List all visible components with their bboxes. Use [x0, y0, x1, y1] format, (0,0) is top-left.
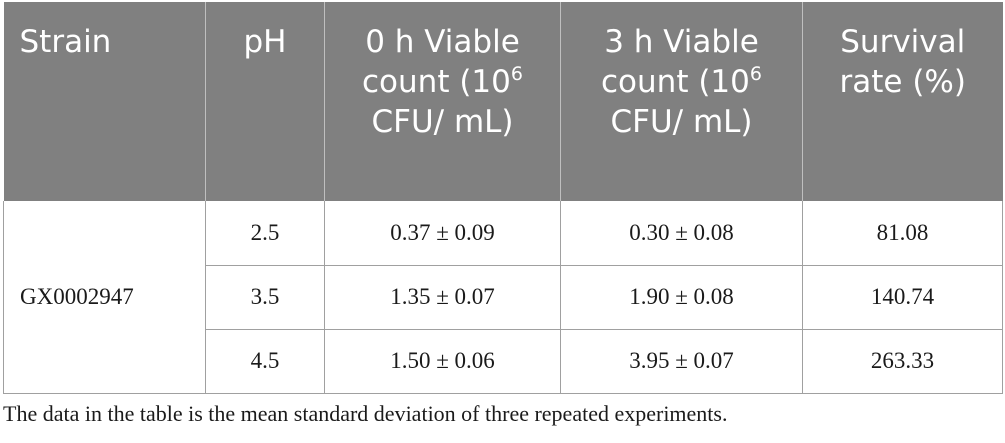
- viable-count-table: Strain pH 0 h Viable count (106 CFU/ mL)…: [3, 2, 1003, 394]
- count-0h-cell: 1.35 ± 0.07: [324, 264, 561, 330]
- table-body: GX0002947 2.5 0.37 ± 0.09 0.30 ± 0.08 81…: [3, 201, 1003, 394]
- header-row: Strain pH 0 h Viable count (106 CFU/ mL)…: [3, 2, 1003, 201]
- survival-rate-cell: 81.08: [802, 201, 1003, 266]
- strain-cell: GX0002947: [3, 201, 206, 394]
- count-0h-cell: 0.37 ± 0.09: [324, 201, 561, 266]
- ph-cell: 3.5: [205, 264, 325, 330]
- table-row: 4.5 1.50 ± 0.06 3.95 ± 0.07 263.33: [4, 328, 1003, 394]
- table-footnote: The data in the table is the mean standa…: [3, 401, 728, 426]
- count-0h-cell: 1.50 ± 0.06: [324, 328, 561, 394]
- table-header: Strain pH 0 h Viable count (106 CFU/ mL)…: [3, 2, 1003, 201]
- count-3h-cell: 3.95 ± 0.07: [560, 328, 803, 394]
- data-table-container: Strain pH 0 h Viable count (106 CFU/ mL)…: [3, 2, 1003, 394]
- header-survival-rate: Survival rate (%): [802, 2, 1003, 201]
- table-row: GX0002947 2.5 0.37 ± 0.09 0.30 ± 0.08 81…: [3, 201, 1003, 394]
- count-3h-cell: 1.90 ± 0.08: [560, 264, 803, 330]
- header-ph: pH: [205, 2, 325, 201]
- header-3h-viable-count: 3 h Viable count (106 CFU/ mL): [560, 2, 803, 201]
- header-strain: Strain: [3, 2, 206, 201]
- header-0h-viable-count: 0 h Viable count (106 CFU/ mL): [324, 2, 561, 201]
- survival-rate-cell: 263.33: [802, 328, 1003, 394]
- survival-rate-cell: 140.74: [802, 264, 1003, 330]
- ph-cell: 4.5: [205, 328, 325, 394]
- ph-cell: 2.5: [205, 201, 325, 266]
- count-3h-cell: 0.30 ± 0.08: [560, 201, 803, 266]
